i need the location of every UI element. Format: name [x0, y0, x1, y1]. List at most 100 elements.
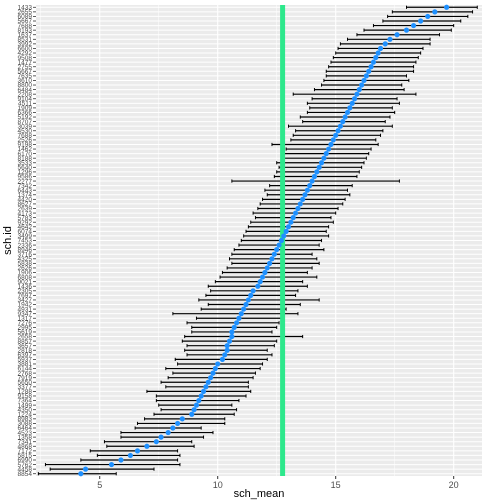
y-tick-label: 1906	[18, 270, 33, 277]
mean-point	[375, 50, 381, 56]
mean-point	[285, 224, 292, 230]
y-tick-label: 7697	[18, 293, 33, 300]
y-tick-label: 4642	[18, 224, 33, 231]
mean-point	[314, 169, 320, 175]
y-tick-label: 8983	[18, 416, 33, 423]
mean-point	[229, 329, 235, 335]
mean-point	[212, 365, 218, 372]
y-tick-label: 1374	[18, 192, 33, 199]
mean-point	[222, 352, 228, 358]
mean-point	[179, 416, 185, 422]
mean-point	[321, 155, 327, 161]
mean-point	[233, 320, 240, 326]
mean-point	[276, 242, 282, 248]
mean-point	[387, 36, 393, 42]
mean-point	[236, 315, 242, 321]
y-tick-label: 5838	[18, 261, 33, 268]
mean-point	[377, 45, 384, 52]
mean-point	[134, 448, 141, 454]
y-tick-label: 2655	[18, 9, 33, 16]
y-tick-label: 6074	[18, 229, 33, 236]
mean-point	[283, 228, 289, 234]
y-tick-label: 7688	[18, 133, 33, 140]
y-tick-label: 5667	[18, 69, 33, 76]
y-tick-label: 1942	[18, 302, 33, 309]
mean-point	[229, 333, 235, 340]
mean-point	[316, 164, 322, 170]
mean-point	[267, 260, 273, 266]
y-tick-label: 7342	[18, 183, 33, 190]
y-tick-label: 6397	[18, 352, 33, 359]
y-tick-label: 5650	[18, 379, 33, 386]
y-tick-label: 6808	[18, 274, 33, 281]
y-tick-label: 3427	[18, 297, 33, 304]
mean-point	[344, 109, 351, 116]
y-tick-label: 9292	[18, 219, 33, 226]
y-tick-label: 5783	[18, 215, 33, 222]
mean-point	[278, 237, 285, 244]
mean-point	[333, 132, 339, 138]
y-tick-label: 1909	[18, 105, 33, 112]
y-tick-label: 4420	[18, 197, 33, 204]
y-tick-label: 4511	[18, 101, 32, 108]
mean-point	[337, 123, 344, 129]
mean-point	[191, 407, 197, 413]
y-tick-label: 2768	[18, 370, 33, 377]
y-tick-label: 5762	[18, 462, 33, 469]
y-tick-label: 5815	[18, 453, 33, 460]
y-tick-label: 1436	[18, 283, 33, 290]
mean-point	[274, 247, 280, 253]
y-tick-label: 5619	[18, 329, 33, 336]
mean-point	[307, 183, 313, 189]
mean-point	[208, 375, 214, 381]
y-tick-label: 1499	[18, 402, 33, 409]
mean-point	[323, 151, 329, 157]
mean-point	[342, 114, 348, 120]
y-tick-label: 9158	[18, 393, 33, 400]
y-tick-label: 6990	[18, 457, 33, 464]
y-tick-label: 8857	[18, 338, 33, 345]
y-tick-label: 2208	[18, 91, 33, 98]
y-tick-label: 4350	[18, 407, 33, 414]
mean-point	[127, 452, 133, 459]
y-tick-label: 2305	[18, 288, 33, 295]
y-tick-label: 2995	[18, 325, 33, 332]
y-tick-label: 2526	[18, 137, 33, 144]
mean-point	[281, 233, 287, 239]
mean-point	[370, 59, 377, 65]
y-tick-label: 2639	[18, 206, 33, 213]
y-tick-label: 5192	[18, 114, 33, 121]
y-tick-label: 9347	[18, 311, 33, 318]
mean-point	[354, 91, 360, 97]
y-tick-label: 6170	[18, 151, 33, 158]
y-tick-label: 6144	[18, 366, 33, 373]
mean-point	[243, 301, 249, 308]
mean-point	[382, 41, 388, 47]
y-tick-label: 4523	[18, 430, 33, 437]
mean-point	[108, 461, 115, 468]
y-tick-label: 8188	[18, 155, 33, 162]
y-tick-label: 8531	[18, 36, 33, 43]
mean-point	[118, 457, 124, 463]
mean-point	[394, 32, 400, 38]
y-tick-label: 3716	[18, 251, 33, 258]
mean-point	[210, 370, 216, 376]
mean-point	[425, 13, 431, 20]
y-tick-label: 7276	[18, 320, 33, 327]
mean-point	[356, 86, 362, 93]
y-tick-label: 1433	[18, 4, 33, 11]
mean-point	[335, 128, 341, 134]
mean-point	[224, 343, 230, 349]
y-tick-label: 8193	[18, 27, 33, 34]
mean-point	[205, 379, 211, 385]
y-tick-label: 3992	[18, 41, 33, 48]
y-tick-label: 4292	[18, 50, 33, 57]
mean-point	[290, 215, 296, 221]
mean-point	[257, 279, 263, 285]
mean-point	[432, 9, 438, 15]
y-tick-label: 1288	[18, 389, 33, 396]
mean-point	[330, 137, 336, 143]
y-tick-label: 3881	[18, 361, 33, 368]
y-axis-title: sch.id	[2, 226, 14, 255]
